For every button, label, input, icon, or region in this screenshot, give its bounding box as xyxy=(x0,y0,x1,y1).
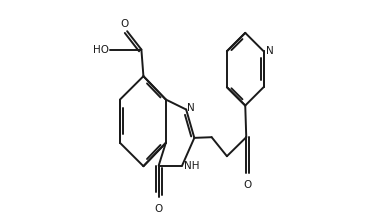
Text: O: O xyxy=(243,180,251,190)
Text: O: O xyxy=(121,19,129,29)
Text: N: N xyxy=(187,103,195,113)
Text: N: N xyxy=(266,46,274,56)
Text: O: O xyxy=(154,204,163,214)
Text: NH: NH xyxy=(184,161,200,170)
Text: HO: HO xyxy=(93,45,109,54)
